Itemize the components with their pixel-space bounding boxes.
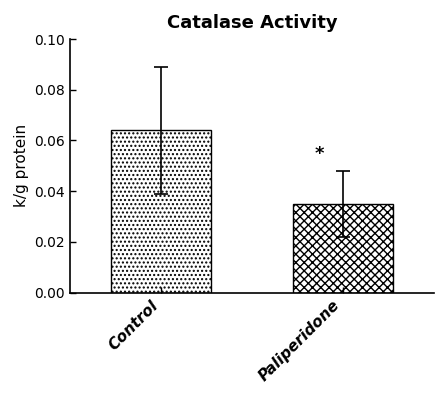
Bar (293, 204, 393, 293)
Bar (111, 130, 211, 293)
Text: *: * (314, 145, 324, 163)
Title: Catalase Activity: Catalase Activity (167, 14, 337, 32)
Y-axis label: k/g protein: k/g protein (14, 124, 29, 207)
